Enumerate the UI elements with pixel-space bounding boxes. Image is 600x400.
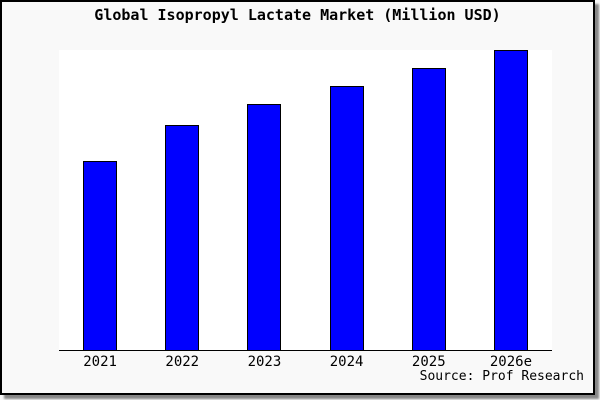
bar-slot-2025: [388, 50, 470, 350]
x-axis-label-2024: 2024: [329, 354, 364, 370]
bar-2024: [329, 86, 364, 350]
bar-slot-2023: [223, 50, 305, 350]
bar-2026e: [493, 50, 528, 350]
x-axis-label-2025: 2025: [411, 354, 446, 370]
bar-2025: [411, 68, 446, 350]
bar-2023: [247, 104, 282, 350]
x-axis-label-2022: 2022: [165, 354, 200, 370]
x-axis-label-2021: 2021: [83, 354, 117, 370]
bar-slot-2022: [141, 50, 223, 350]
x-axis-labels: 2021 2022 2023 2024 2025 2026e: [59, 354, 552, 370]
bar-slot-2024: [306, 50, 388, 350]
plot-area: [59, 50, 552, 351]
bar-2021: [83, 161, 118, 350]
bar-slot-2026e: [470, 50, 552, 350]
x-axis-label-2026e: 2026e: [489, 354, 533, 370]
x-axis-label-2023: 2023: [247, 354, 282, 370]
source-note: Source: Prof Research: [419, 369, 584, 384]
chart-title: Global Isopropyl Lactate Market (Million…: [94, 6, 501, 24]
bar-slot-2021: [59, 50, 141, 350]
bar-2022: [165, 125, 200, 350]
